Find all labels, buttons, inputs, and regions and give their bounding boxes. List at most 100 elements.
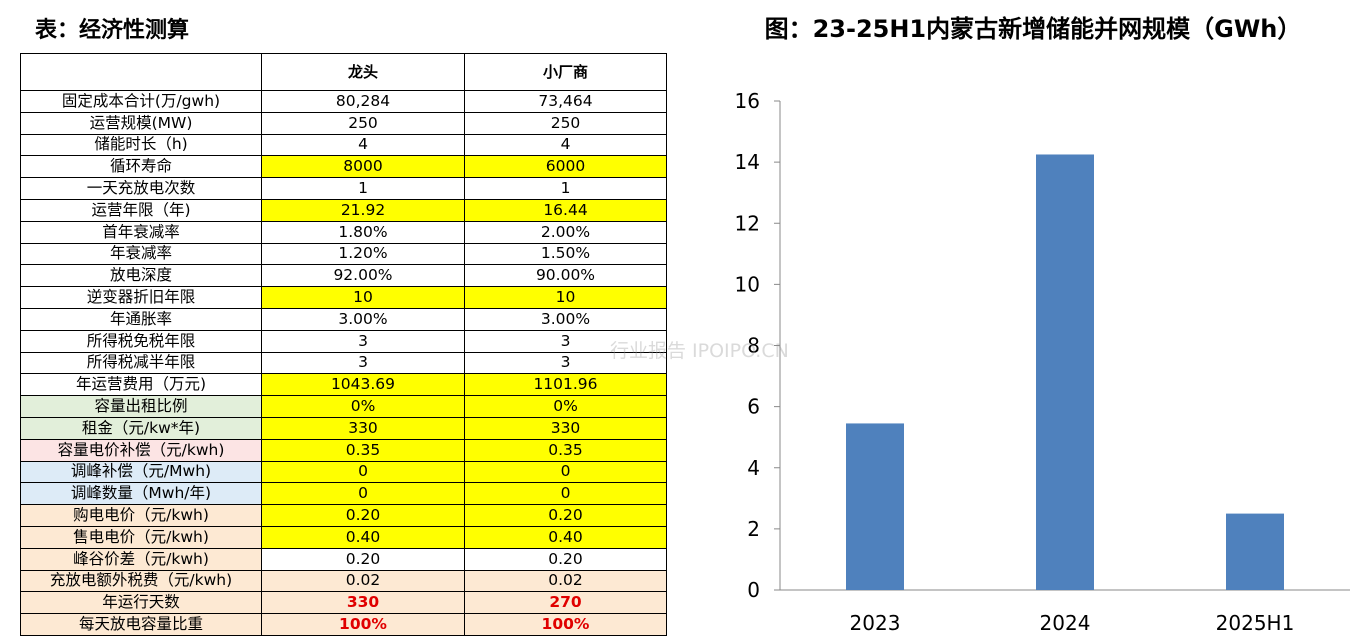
table-cell: 循环寿命 — [20, 155, 262, 179]
table-cell: 10 — [261, 286, 465, 309]
table-cell: 250 — [261, 111, 465, 135]
table-cell: 21.92 — [261, 198, 465, 222]
table-cell: 0.35 — [261, 438, 465, 462]
table-cell: 0 — [464, 482, 667, 506]
table-cell: 330 — [464, 416, 667, 440]
table-cell: 92.00% — [261, 264, 465, 288]
table-cell: 330 — [261, 591, 465, 615]
table-row: 所得税减半年限 3 3 — [20, 351, 667, 375]
table-row: 运营年限（年) 21.92 16.44 — [20, 198, 667, 222]
table-cell: 1043.69 — [261, 373, 465, 397]
table-row: 循环寿命 8000 6000 — [20, 155, 667, 179]
y-tick-label: 16 — [735, 89, 760, 113]
table-cell: 运营规模(MW) — [20, 111, 262, 135]
table-cell: 3 — [464, 351, 667, 375]
table-cell: 峰谷价差（元/kwh) — [20, 547, 262, 571]
table-row: 调峰数量（Mwh/年) 0 0 — [20, 482, 667, 506]
table-row: 年通胀率 3.00% 3.00% — [20, 307, 667, 331]
table-cell: 首年衰减率 — [20, 220, 262, 244]
table-cell: 16.44 — [464, 198, 667, 222]
table-row: 逆变器折旧年限 10 10 — [20, 286, 667, 309]
bar — [846, 423, 904, 590]
table-cell: 1.50% — [464, 242, 667, 266]
table-cell: 0.35 — [464, 438, 667, 462]
table-cell: 放电深度 — [20, 264, 262, 288]
table-cell: 100% — [261, 613, 465, 636]
economics-table: 龙头 小厂商 固定成本合计(万/gwh) 80,284 73,464 运营规模(MW) 25… — [20, 53, 667, 636]
table-cell: 租金（元/kw*年) — [20, 416, 262, 440]
table-cell: 3.00% — [261, 307, 465, 331]
table-row: 容量电价补偿（元/kwh) 0.35 0.35 — [20, 438, 667, 462]
table-cell: 80,284 — [261, 90, 465, 113]
table-cell: 1 — [261, 177, 465, 200]
table-cell: 0.20 — [261, 547, 465, 571]
table-cell: 所得税减半年限 — [20, 351, 262, 375]
table-cell: 年衰减率 — [20, 242, 262, 266]
chart: 图：23-25H1内蒙古新增储能并网规模（GWh） 0 2 4 6 8 10 12 14 16 2… — [735, 15, 1350, 634]
table-row: 放电深度 92.00% 90.00% — [20, 264, 667, 288]
table-cell: 充放电额外税费（元/kwh) — [20, 569, 262, 593]
table-cell: 250 — [464, 111, 667, 135]
table-cell: 100% — [464, 613, 667, 636]
table-cell: 0 — [261, 482, 465, 506]
table-row: 储能时长（h) 4 4 — [20, 133, 667, 157]
table-cell: 0.20 — [464, 504, 667, 527]
y-tick-label: 2 — [747, 517, 760, 541]
y-tick-label: 14 — [735, 150, 760, 174]
table-cell: 6000 — [464, 155, 667, 179]
table-row: 调峰补偿（元/Mwh) 0 0 — [20, 460, 667, 484]
table-cell: 0.20 — [464, 547, 667, 571]
table-cell: 调峰数量（Mwh/年) — [20, 482, 262, 506]
table-cell: 储能时长（h) — [20, 133, 262, 157]
table-row: 年衰减率 1.20% 1.50% — [20, 242, 667, 266]
table-cell: 10 — [464, 286, 667, 309]
table-cell: 固定成本合计(万/gwh) — [20, 90, 262, 113]
table-cell: 270 — [464, 591, 667, 615]
table-cell: 每天放电容量比重 — [20, 613, 262, 636]
table-cell: 购电电价（元/kwh) — [20, 504, 262, 527]
table-row: 租金（元/kw*年) 330 330 — [20, 416, 667, 440]
table-cell — [20, 53, 262, 91]
table-row: 年运行天数 330 270 — [20, 591, 667, 615]
table-row: 年运营费用（万元) 1043.69 1101.96 — [20, 373, 667, 397]
table-cell: 4 — [464, 133, 667, 157]
table-cell: 容量出租比例 — [20, 395, 262, 418]
table-cell: 3 — [464, 329, 667, 353]
table-row: 峰谷价差（元/kwh) 0.20 0.20 — [20, 547, 667, 571]
x-tick-label: 2023 — [850, 611, 901, 634]
table-cell: 4 — [261, 133, 465, 157]
table-cell: 1.80% — [261, 220, 465, 244]
table-row: 充放电额外税费（元/kwh) 0.02 0.02 — [20, 569, 667, 593]
bar — [1226, 513, 1284, 590]
table-cell: 73,464 — [464, 90, 667, 113]
table-cell: 0.02 — [261, 569, 465, 593]
table-cell: 1 — [464, 177, 667, 200]
y-tick-label: 4 — [747, 456, 760, 480]
header-row: 龙头 小厂商 — [20, 53, 667, 91]
x-tick-label: 2024 — [1040, 611, 1091, 634]
table-row: 运营规模(MW) 250 250 — [20, 111, 667, 135]
table-row: 每天放电容量比重 100% 100% — [20, 613, 667, 636]
y-tick-label: 12 — [735, 211, 760, 235]
table-cell: 1.20% — [261, 242, 465, 266]
table-cell: 年运营费用（万元) — [20, 373, 262, 397]
table-cell: 年通胀率 — [20, 307, 262, 331]
table-row: 一天充放电次数 1 1 — [20, 177, 667, 200]
table-cell: 3.00% — [464, 307, 667, 331]
table-row: 固定成本合计(万/gwh) 80,284 73,464 — [20, 90, 667, 113]
table-row: 所得税免税年限 3 3 — [20, 329, 667, 353]
table-cell: 逆变器折旧年限 — [20, 286, 262, 309]
table-row: 购电电价（元/kwh) 0.20 0.20 — [20, 504, 667, 527]
table-cell: 0.02 — [464, 569, 667, 593]
bar — [1036, 154, 1094, 590]
table-row: 售电电价（元/kwh) 0.40 0.40 — [20, 525, 667, 549]
y-tick-label: 0 — [747, 578, 760, 602]
table-cell: 售电电价（元/kwh) — [20, 525, 262, 549]
table-cell: 0 — [261, 460, 465, 484]
table-row: 容量出租比例 0% 0% — [20, 395, 667, 418]
table-cell: 0% — [261, 395, 465, 418]
table-cell: 所得税免税年限 — [20, 329, 262, 353]
table-cell: 龙头 — [261, 53, 465, 91]
table-cell: 0 — [464, 460, 667, 484]
